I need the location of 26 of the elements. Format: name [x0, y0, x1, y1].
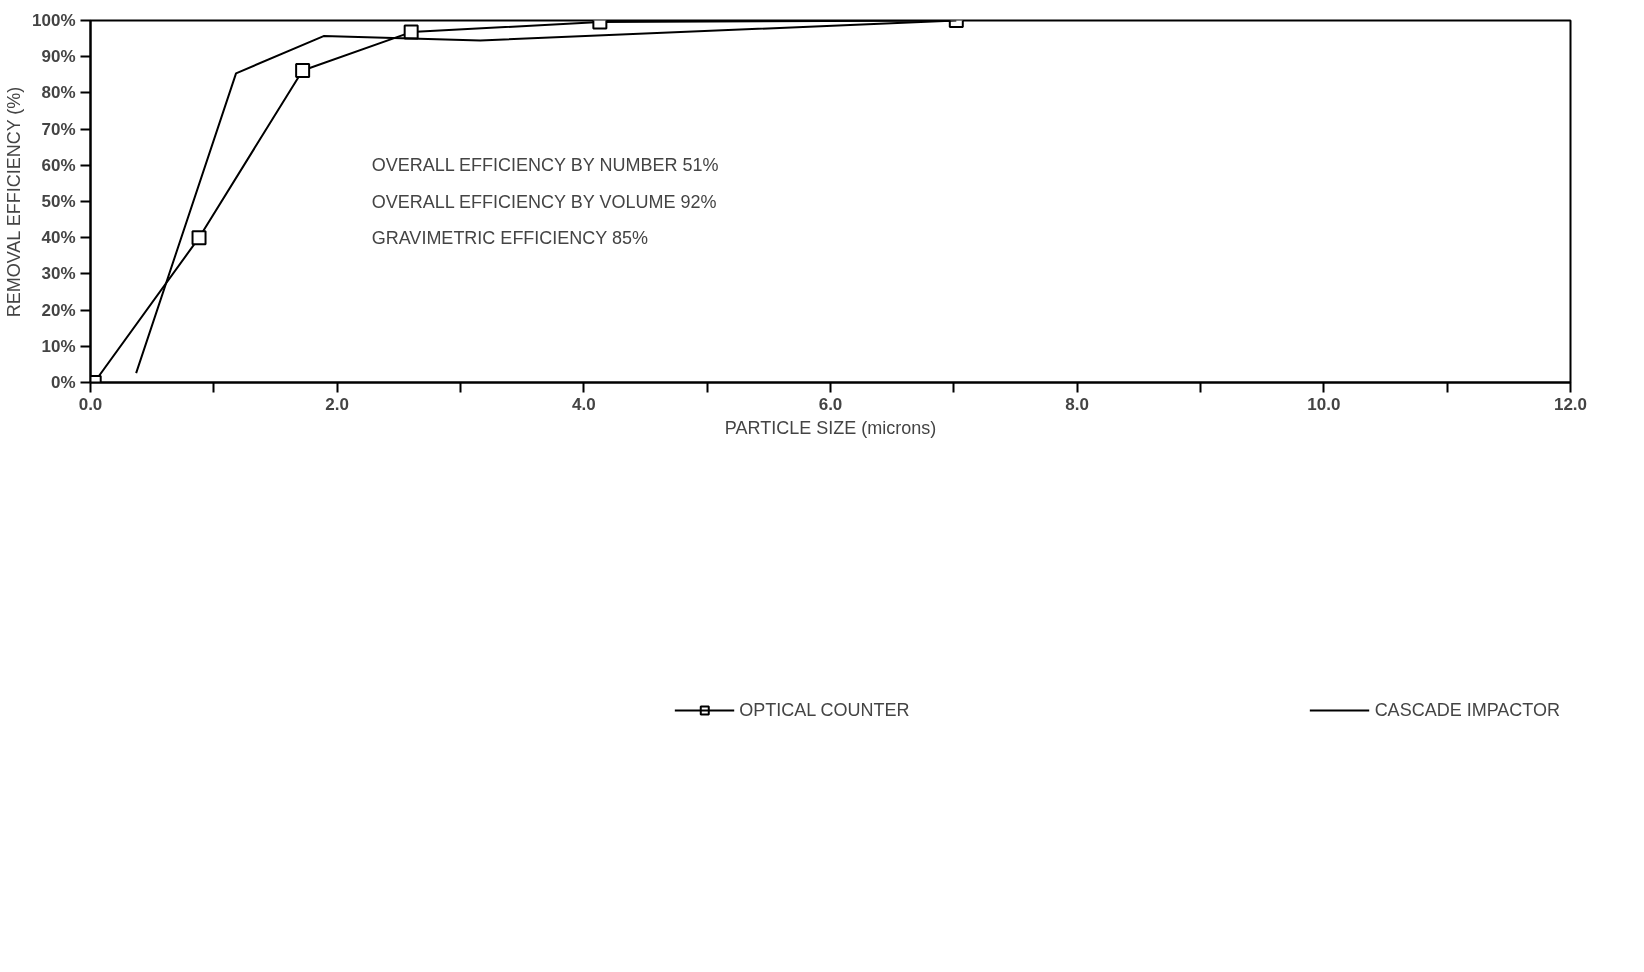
y-tick-label: 100% [32, 11, 76, 30]
x-tick-label: 8.0 [1065, 394, 1089, 414]
y-tick-label: 0% [50, 373, 76, 392]
y-tick-label: 30% [41, 264, 76, 284]
x-tick-label: 4.0 [572, 394, 596, 414]
x-axis-title: PARTICLE SIZE (microns) [724, 417, 937, 438]
x-tick-label: 10.0 [1307, 394, 1341, 414]
legend-label: OPTICAL COUNTER [739, 699, 910, 721]
annotation: GRAVIMETRIC EFFICIENCY 85% [371, 227, 649, 248]
y-tick-label: 60% [41, 155, 76, 175]
x-tick-label: 0.0 [78, 394, 103, 414]
x-tick-label: 12.0 [1553, 394, 1588, 414]
y-tick-label: 50% [41, 192, 76, 211]
x-tick-label: 2.0 [325, 394, 349, 414]
y-tick-label: 20% [41, 300, 76, 320]
annotation: OVERALL EFFICIENCY BY NUMBER 51% [371, 155, 719, 176]
y-tick-label: 70% [41, 119, 76, 139]
y-tick-label: 40% [41, 228, 76, 248]
legend-label: CASCADE IMPACTOR [1374, 699, 1560, 721]
x-tick-label: 6.0 [818, 394, 843, 414]
y-tick-label: 80% [41, 83, 76, 103]
annotation: OVERALL EFFICIENCY BY VOLUME 92% [371, 191, 717, 212]
point [191, 230, 207, 246]
y-tick-label: 90% [41, 47, 76, 67]
y-axis-title: REMOVAL EFFICIENCY (%) [4, 86, 25, 318]
y-tick-label: 10% [41, 336, 76, 356]
